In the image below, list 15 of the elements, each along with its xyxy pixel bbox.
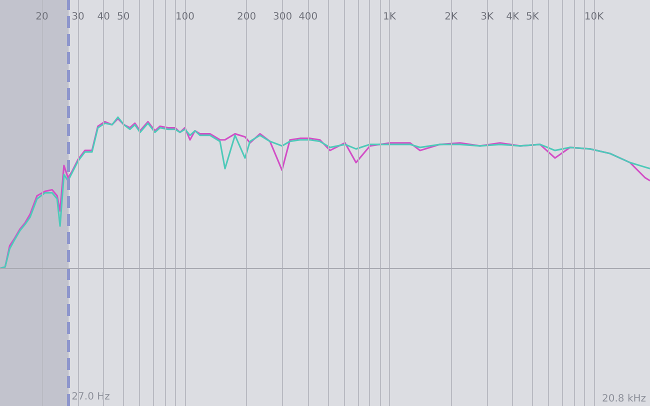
x-tick-label: 50 <box>117 12 130 22</box>
x-tick-label: 3K <box>480 12 494 22</box>
x-tick-label: 2K <box>444 12 458 22</box>
x-tick-label: 4K <box>506 12 520 22</box>
x-tick-label: 200 <box>237 12 256 22</box>
x-tick-label: 400 <box>298 12 318 22</box>
x-tick-label: 5K <box>526 12 540 22</box>
x-tick-label: 40 <box>97 12 110 22</box>
x-tick-label: 20 <box>36 12 48 22</box>
x-tick-label: 100 <box>175 12 195 22</box>
x-tick-label: 1K <box>383 12 396 22</box>
x-tick-label: 10K <box>584 12 604 22</box>
x-tick-label: 300 <box>273 12 292 22</box>
x-tick-label: 30 <box>72 12 84 22</box>
text: 20.8 kHz <box>602 394 646 404</box>
